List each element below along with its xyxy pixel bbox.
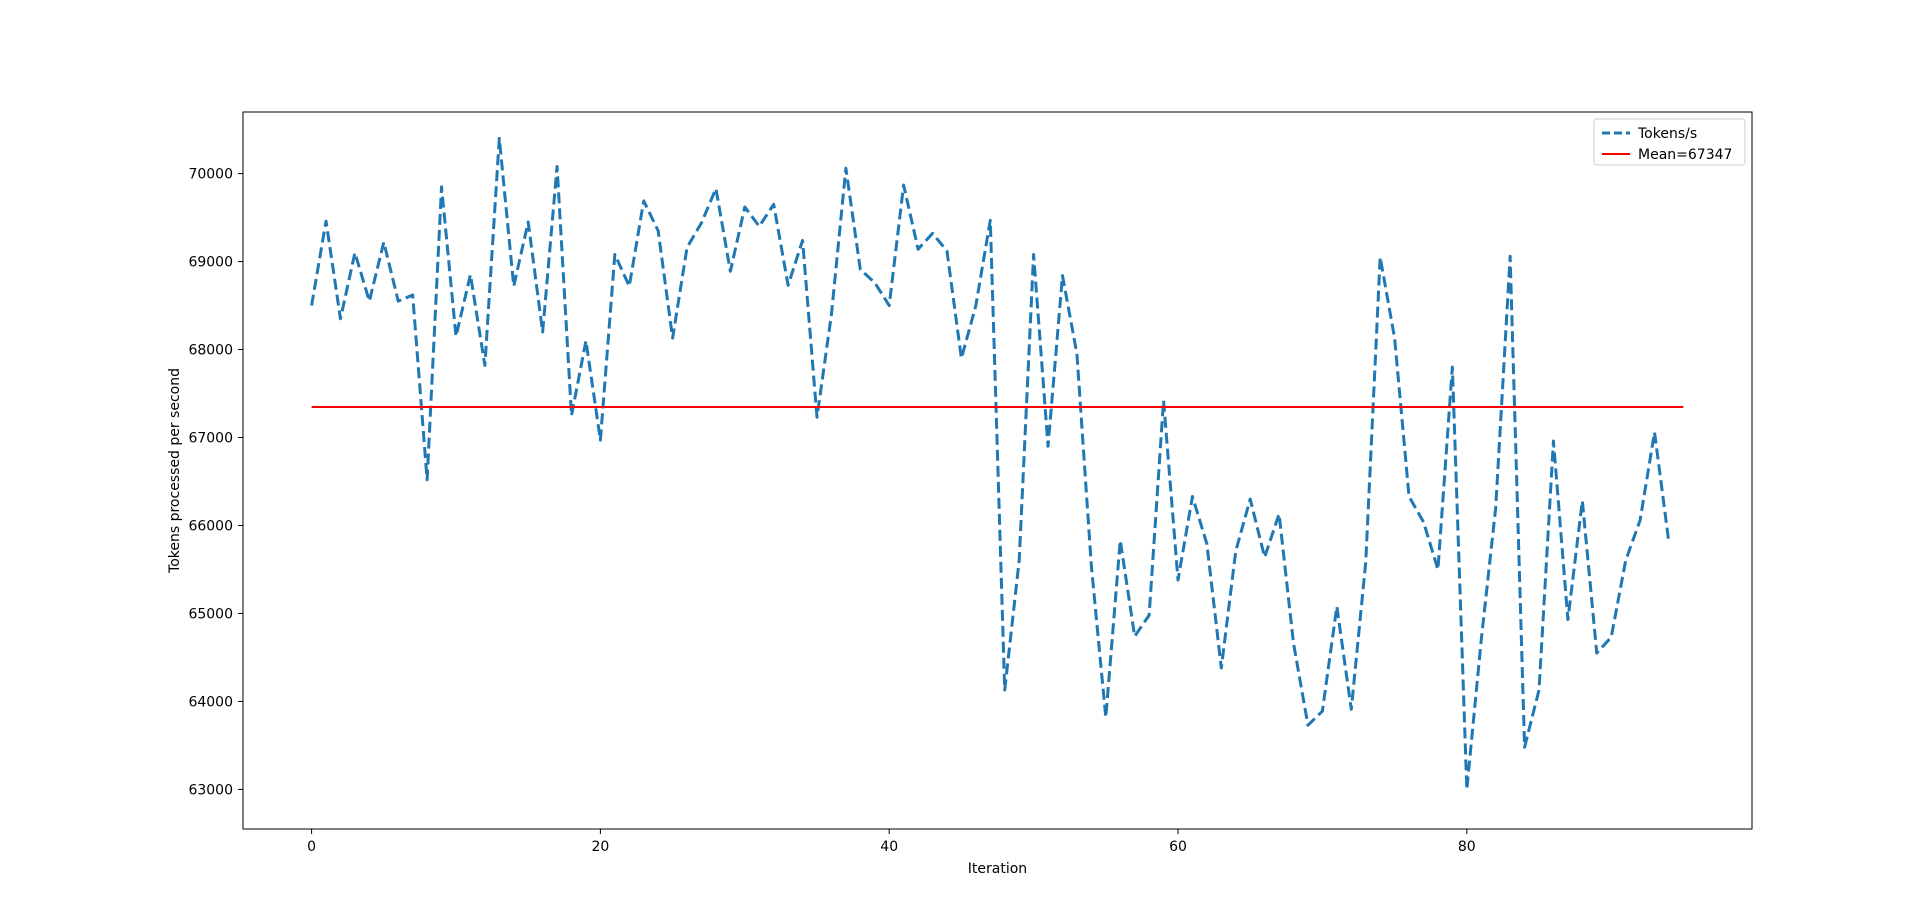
y-axis-label: Tokens processed per second [167,368,183,574]
y-tick-label: 68000 [188,343,233,359]
legend-label-tokens: Tokens/s [1637,126,1697,142]
y-tick-label: 69000 [188,255,233,271]
legend: Tokens/s Mean=67347 [1593,118,1746,166]
x-tick-label: 20 [591,839,609,855]
legend-label-mean: Mean=67347 [1638,147,1732,163]
x-axis: 0 20 40 60 80 [307,829,1476,855]
y-axis: 63000 64000 65000 66000 67000 68000 69000 70000 [188,167,243,798]
series-line-tokens-per-second [310,136,1671,791]
y-tick-label: 64000 [188,694,233,710]
x-tick-label: 40 [880,839,898,855]
x-tick-label: 0 [307,839,316,855]
y-tick-label: 66000 [188,518,233,534]
x-axis-label: Iteration [968,861,1027,877]
axes-frame [242,111,1753,830]
x-tick-label: 80 [1458,839,1476,855]
x-tick-label: 60 [1169,839,1187,855]
plot-area [310,136,1684,791]
y-tick-label: 67000 [188,431,233,447]
y-tick-label: 70000 [188,167,233,183]
y-tick-label: 65000 [188,606,233,622]
legend-box [1593,118,1746,166]
y-tick-label: 63000 [188,782,233,798]
